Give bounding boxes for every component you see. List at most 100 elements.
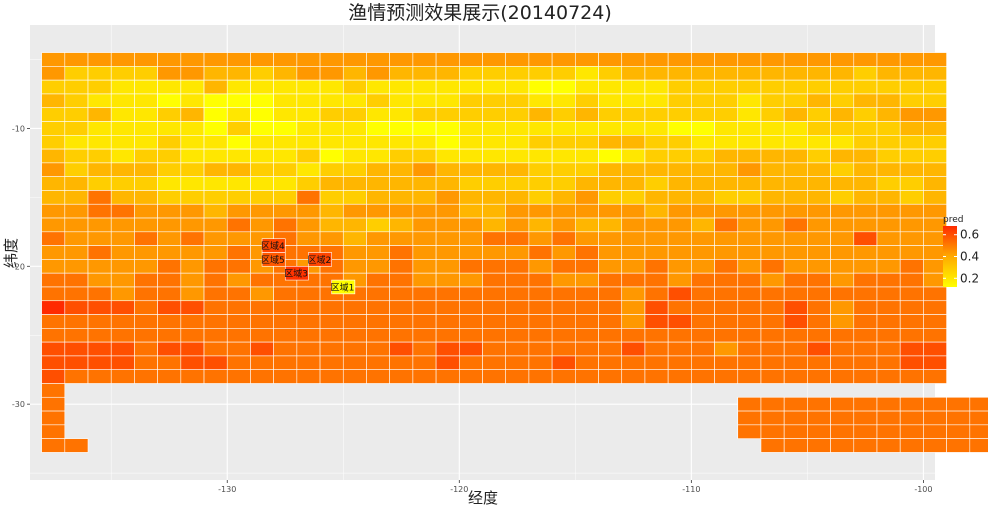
heatmap-cell	[226, 93, 251, 109]
heatmap-cell	[644, 93, 669, 109]
heatmap-cell	[737, 259, 762, 274]
heatmap-cell	[157, 121, 182, 136]
heatmap-cell	[180, 52, 205, 67]
heatmap-cell	[134, 190, 158, 205]
heatmap-cell	[203, 190, 228, 205]
heatmap-cell	[644, 148, 669, 164]
heatmap-cell	[226, 286, 251, 302]
heatmap-cell	[87, 314, 112, 329]
heatmap-cell	[667, 162, 692, 177]
x-tick-label: -110	[682, 485, 700, 494]
heatmap-cell	[435, 231, 460, 246]
heatmap-cell	[366, 272, 390, 288]
heatmap-cell	[41, 52, 66, 67]
heatmap-cell	[203, 203, 228, 219]
heatmap-cell	[134, 203, 158, 219]
heatmap-cell	[551, 245, 576, 260]
heatmap-cell	[134, 176, 158, 191]
heatmap-cell	[621, 355, 646, 370]
heatmap-cell	[644, 190, 669, 205]
heatmap-cell	[714, 176, 739, 191]
heatmap-cell	[110, 79, 135, 95]
heatmap-cell	[575, 203, 599, 219]
heatmap-cell	[296, 66, 321, 81]
heatmap-cell	[110, 148, 135, 164]
heatmap-cell	[667, 328, 692, 343]
heatmap-cell	[180, 300, 205, 315]
heatmap-cell	[87, 286, 112, 302]
heatmap-cell	[458, 135, 483, 150]
heatmap-cell	[807, 286, 831, 302]
heatmap-cell	[41, 245, 66, 260]
heatmap-cell	[621, 66, 646, 81]
heatmap-cell	[807, 217, 831, 233]
heatmap-cell	[667, 245, 692, 260]
heatmap-cell	[505, 300, 530, 315]
region-cell	[261, 252, 286, 267]
heatmap-cell	[760, 176, 785, 191]
heatmap-cell	[644, 300, 669, 315]
heatmap-cell	[435, 93, 460, 109]
heatmap-cell	[807, 231, 831, 246]
heatmap-cell	[366, 176, 390, 191]
heatmap-cell	[41, 341, 66, 357]
heatmap-cell	[226, 203, 251, 219]
heatmap-cell	[621, 300, 646, 315]
heatmap-cell	[226, 162, 251, 177]
legend-title: pred	[943, 215, 963, 225]
region-cell	[308, 252, 332, 267]
heatmap-cell	[714, 148, 739, 164]
heatmap-cell	[134, 355, 158, 370]
heatmap-cell	[528, 52, 553, 67]
heatmap-cell	[319, 121, 344, 136]
heatmap-cell	[203, 121, 228, 136]
heatmap-cell	[389, 52, 414, 67]
heatmap-cell	[691, 341, 715, 357]
heatmap-cell	[203, 245, 228, 260]
heatmap-cell	[923, 66, 947, 81]
heatmap-cell	[134, 286, 158, 302]
heatmap-cell	[876, 121, 901, 136]
heatmap-cell	[830, 286, 855, 302]
heatmap-cell	[737, 272, 762, 288]
heatmap-cell	[737, 66, 762, 81]
heatmap-cell	[226, 259, 251, 274]
heatmap-cell	[505, 162, 530, 177]
heatmap-cell	[783, 79, 808, 95]
heatmap-cell	[853, 272, 878, 288]
heatmap-cell	[551, 355, 576, 370]
heatmap-cell	[110, 369, 135, 384]
heatmap-cell	[64, 217, 89, 233]
heatmap-cell	[830, 328, 855, 343]
heatmap-cell	[342, 217, 367, 233]
heatmap-cell	[575, 217, 599, 233]
heatmap-cell	[691, 217, 715, 233]
heatmap-cell	[760, 259, 785, 274]
heatmap-cell	[87, 245, 112, 260]
heatmap-cell	[41, 300, 66, 315]
heatmap-cell	[760, 107, 785, 122]
x-axis-ticks: -130 -120 -110 -100	[218, 480, 932, 494]
heatmap-cell	[760, 410, 785, 426]
heatmap-cell	[157, 148, 182, 164]
heatmap-cell	[226, 314, 251, 329]
heatmap-cell	[621, 272, 646, 288]
heatmap-cell	[342, 300, 367, 315]
heatmap-cell	[783, 410, 808, 426]
heatmap-cell	[458, 328, 483, 343]
heatmap-cell	[737, 424, 762, 439]
heatmap-cell	[319, 162, 344, 177]
heatmap-cell	[389, 79, 414, 95]
heatmap-cell	[389, 231, 414, 246]
heatmap-cell	[110, 176, 135, 191]
heatmap-cell	[691, 135, 715, 150]
heatmap-cell	[64, 190, 89, 205]
heatmap-cell	[737, 286, 762, 302]
heatmap-cell	[180, 369, 205, 384]
heatmap-cell	[853, 66, 878, 81]
heatmap-cell	[110, 190, 135, 205]
heatmap-cell	[783, 314, 808, 329]
heatmap-cell	[783, 148, 808, 164]
heatmap-cell	[87, 231, 112, 246]
heatmap-cell	[157, 217, 182, 233]
